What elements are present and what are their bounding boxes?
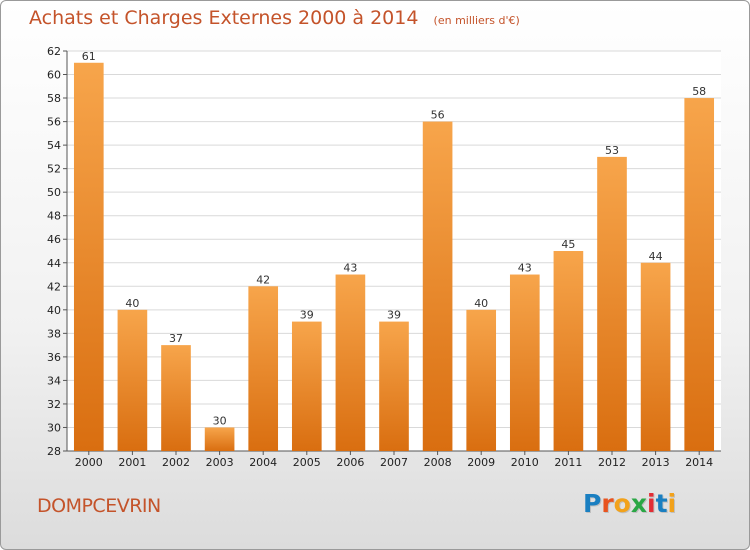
data-label-2014: 58 (692, 85, 706, 98)
y-tick-label: 62 (47, 45, 61, 58)
x-tick-label-2000: 2000 (75, 456, 103, 469)
y-tick-label: 52 (47, 163, 61, 176)
logo-letter: o (613, 489, 631, 518)
bar-2014 (684, 98, 715, 451)
logo-letter: t (655, 489, 668, 518)
title-row: Achats et Charges Externes 2000 à 2014 (… (29, 7, 520, 29)
x-tick-label-2005: 2005 (293, 456, 321, 469)
data-label-2009: 40 (474, 297, 488, 310)
x-tick-label-2014: 2014 (685, 456, 713, 469)
x-tick-label-2006: 2006 (336, 456, 364, 469)
bar-2003 (204, 427, 235, 451)
logo-letter: i (667, 489, 677, 518)
y-tick-label: 46 (47, 233, 61, 246)
y-tick-label: 60 (47, 69, 61, 82)
logo-letter: x (630, 489, 647, 518)
data-label-2003: 30 (213, 414, 227, 427)
data-label-2000: 61 (82, 50, 96, 63)
bar-2002 (161, 345, 191, 451)
x-tick-label-2004: 2004 (249, 456, 277, 469)
x-tick-label-2007: 2007 (380, 456, 408, 469)
bar-2001 (117, 309, 148, 451)
bar-2009 (466, 309, 497, 451)
data-label-2001: 40 (125, 297, 139, 310)
x-tick-label-2001: 2001 (118, 456, 146, 469)
data-label-2006: 43 (343, 262, 357, 275)
x-tick-label-2012: 2012 (598, 456, 626, 469)
chart-subtitle: (en milliers d'€) (433, 14, 520, 27)
x-tick-label-2011: 2011 (554, 456, 582, 469)
data-label-2012: 53 (605, 144, 619, 157)
y-tick-label: 40 (47, 304, 61, 317)
bar-2012 (597, 156, 627, 451)
x-tick-label-2003: 2003 (206, 456, 234, 469)
data-label-2007: 39 (387, 309, 401, 322)
y-tick-label: 58 (47, 92, 61, 105)
data-label-2005: 39 (300, 309, 314, 322)
y-tick-label: 56 (47, 116, 61, 129)
bar-2004 (248, 286, 279, 451)
x-tick-label-2002: 2002 (162, 456, 190, 469)
y-tick-label: 36 (47, 351, 61, 364)
x-tick-label-2010: 2010 (511, 456, 539, 469)
data-label-2002: 37 (169, 332, 183, 345)
bar-2010 (509, 274, 540, 451)
data-label-2004: 42 (256, 273, 270, 286)
logo-letter: r (601, 489, 614, 518)
data-label-2011: 45 (561, 238, 575, 251)
x-tick-label-2008: 2008 (424, 456, 452, 469)
y-tick-label: 42 (47, 280, 61, 293)
x-tick-label-2013: 2013 (642, 456, 670, 469)
y-tick-label: 50 (47, 186, 61, 199)
y-tick-label: 34 (47, 374, 61, 387)
chart-title: Achats et Charges Externes 2000 à 2014 (29, 7, 419, 29)
logo-letter: i (647, 489, 656, 518)
y-tick-label: 28 (47, 445, 61, 458)
y-tick-label: 30 (47, 421, 61, 434)
x-tick-label-2009: 2009 (467, 456, 495, 469)
logo-letter: P (583, 489, 602, 518)
bar-2013 (640, 262, 671, 451)
y-tick-label: 38 (47, 327, 61, 340)
data-label-2008: 56 (431, 109, 445, 122)
bar-layer (73, 62, 715, 452)
bar-2006 (335, 274, 366, 451)
data-label-2013: 44 (649, 250, 663, 263)
data-label-2010: 43 (518, 262, 532, 275)
commune-name: DOMPCEVRIN (37, 495, 161, 517)
bar-2005 (291, 321, 322, 451)
bar-2000 (73, 62, 104, 451)
y-tick-label: 48 (47, 210, 61, 223)
axis-layer: 28 30 32 34 36 38 40 42 44 46 48 50 52 54 56 58 60 62 2000… (47, 45, 721, 469)
bar-2007 (379, 321, 409, 451)
proxiti-logo[interactable]: Proxiti (583, 489, 676, 518)
bar-2011 (553, 251, 584, 451)
y-tick-label: 32 (47, 398, 61, 411)
label-layer: 61 40 37 30 42 39 43 39 56 40 43 45 53 44 58 (82, 50, 706, 428)
y-tick-label: 44 (47, 257, 61, 270)
y-tick-label: 54 (47, 139, 61, 152)
bar-2008 (422, 121, 453, 452)
